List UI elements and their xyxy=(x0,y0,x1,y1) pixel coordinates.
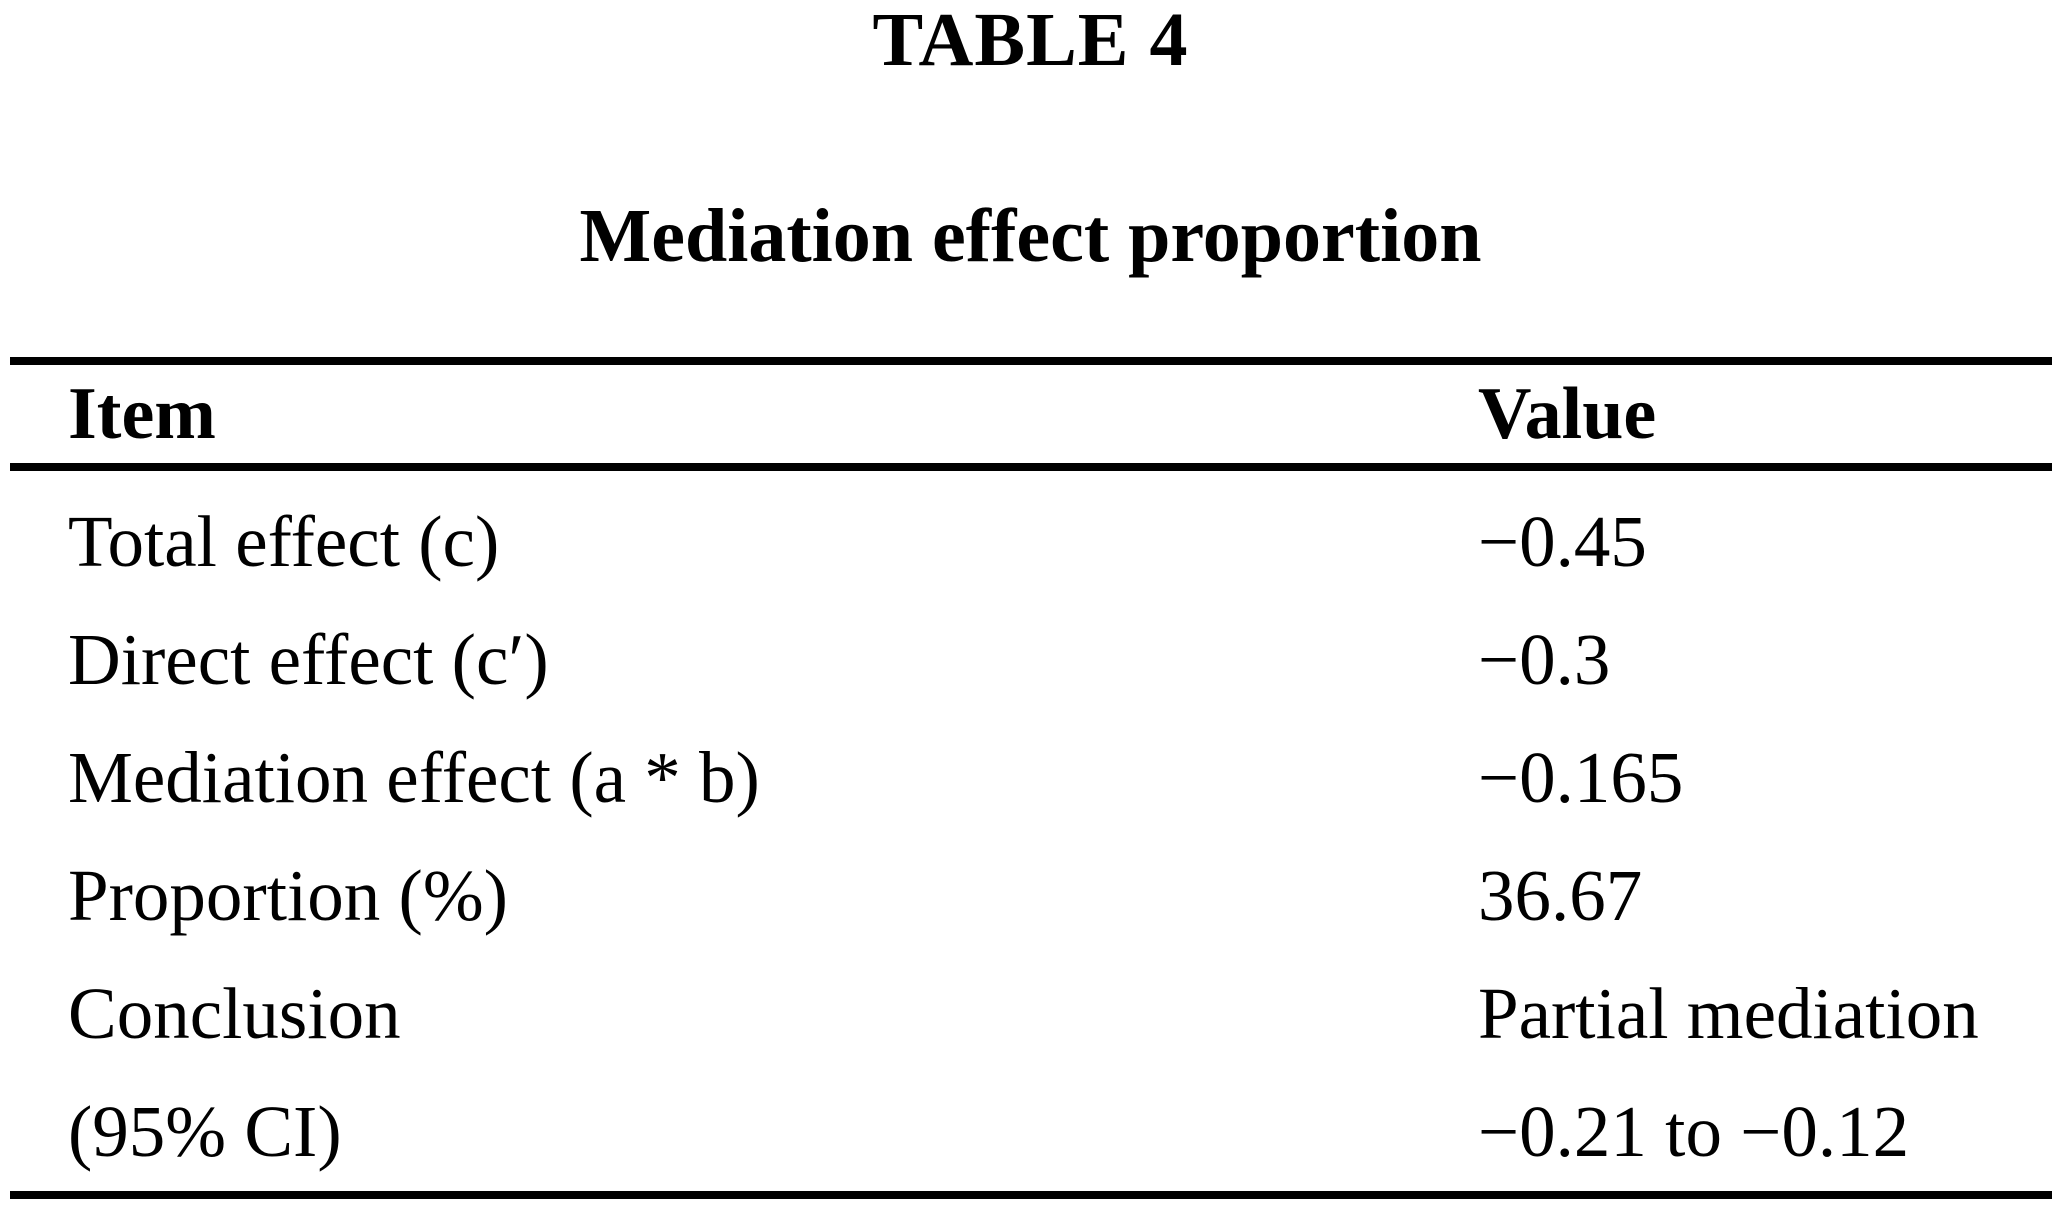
table-body: Total effect (c) −0.45 Direct effect (c′… xyxy=(10,471,2052,1191)
value-cell: 36.67 xyxy=(1478,855,1643,936)
item-cell: Mediation effect (a * b) xyxy=(68,737,760,818)
table-row: Conclusion Partial mediation xyxy=(10,955,2052,1073)
table-caption: Mediation effect proportion xyxy=(579,194,1482,278)
item-cell: Total effect (c) xyxy=(68,501,500,582)
table-row: (95% CI) −0.21 to −0.12 xyxy=(10,1073,2052,1191)
item-cell: Conclusion xyxy=(68,973,401,1054)
table-row: Mediation effect (a * b) −0.165 xyxy=(10,719,2052,837)
item-cell: (95% CI) xyxy=(68,1091,342,1172)
table-row: Total effect (c) −0.45 xyxy=(10,483,2052,601)
column-header-value: Value xyxy=(1478,372,1657,455)
mediation-table: Item Value Total effect (c) −0.45 Direct… xyxy=(10,357,2052,1199)
value-cell: −0.3 xyxy=(1478,619,1611,700)
value-cell: Partial mediation xyxy=(1478,973,1979,1054)
table-row: Direct effect (c′) −0.3 xyxy=(10,601,2052,719)
item-cell: Proportion (%) xyxy=(68,855,508,936)
value-cell: −0.165 xyxy=(1478,737,1684,818)
column-header-item: Item xyxy=(68,372,216,455)
item-cell: Direct effect (c′) xyxy=(68,619,549,700)
table-number-title: TABLE 4 xyxy=(872,0,1189,82)
value-cell: −0.45 xyxy=(1478,501,1647,582)
table-row: Proportion (%) 36.67 xyxy=(10,837,2052,955)
value-cell: −0.21 to −0.12 xyxy=(1478,1091,1910,1172)
table-header-row: Item Value xyxy=(10,365,2052,471)
